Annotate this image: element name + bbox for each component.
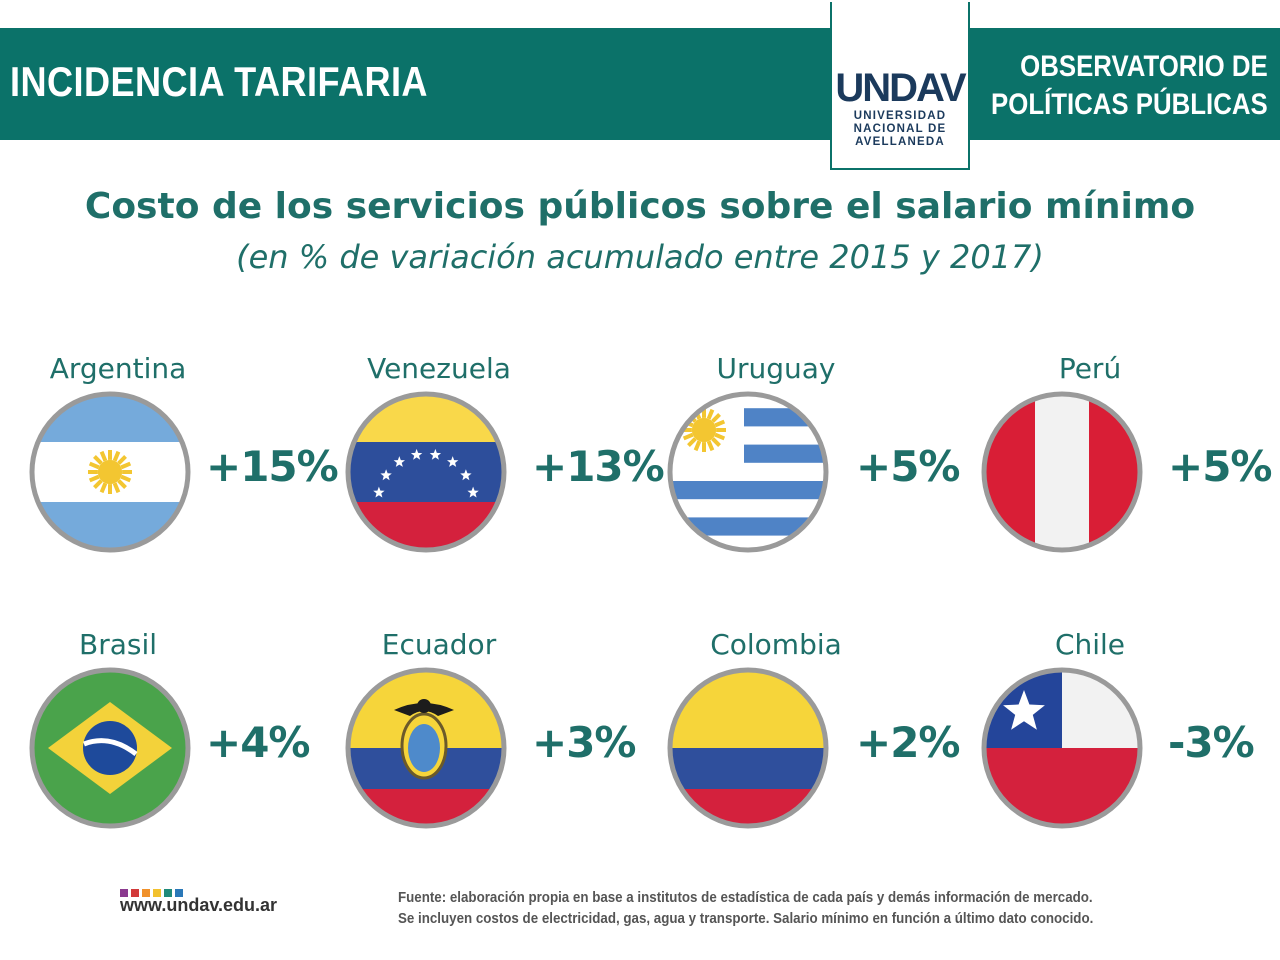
venezuela-flag-icon (344, 390, 508, 554)
logo-sub-line-2: NACIONAL DE (853, 123, 947, 135)
section-title: INCIDENCIA TARIFARIA (10, 58, 428, 105)
country-cell: Uruguay +5% (666, 352, 986, 582)
observatory-line-1: OBSERVATORIO DE (1020, 50, 1268, 83)
country-cell: Ecuador +3% (344, 628, 664, 858)
brand-dot (164, 889, 172, 897)
value-label: +5% (1168, 442, 1272, 491)
observatory-line-2: POLÍTICAS PÚBLICAS (991, 88, 1268, 121)
brand-dot (142, 889, 150, 897)
country-cell: Colombia +2% (666, 628, 986, 858)
source-note: Fuente: elaboración propia en base a ins… (398, 888, 1093, 930)
brand-dot (153, 889, 161, 897)
undav-logo: UNDAV UNIVERSIDAD NACIONAL DE AVELLANEDA (830, 2, 970, 170)
source-line-2: Se incluyen costos de electricidad, gas,… (398, 911, 1094, 927)
source-line-1: Fuente: elaboración propia en base a ins… (398, 890, 1093, 906)
website-url: www.undav.edu.ar (120, 895, 278, 915)
peru-flag-icon (980, 390, 1144, 554)
chile-flag-icon (980, 666, 1144, 830)
value-label: +15% (206, 442, 339, 491)
value-label: -3% (1168, 718, 1255, 767)
ecuador-flag-icon (344, 666, 508, 830)
logo-subtitle: UNIVERSIDAD NACIONAL DE AVELLANEDA (832, 110, 968, 149)
country-label: Uruguay (716, 352, 836, 385)
logo-sub-line-1: UNIVERSIDAD (853, 110, 947, 122)
brand-dot (175, 889, 183, 897)
country-cell: Perú +5% (980, 352, 1280, 582)
value-label: +13% (532, 442, 665, 491)
chart-subtitle: (en % de variación acumulado entre 2015 … (236, 238, 1044, 276)
country-label: Venezuela (367, 352, 511, 385)
country-label: Chile (1054, 628, 1126, 661)
argentina-flag-icon (28, 390, 192, 554)
country-cell: Argentina +15% (28, 352, 348, 582)
brazil-flag-icon (28, 666, 192, 830)
country-label: Colombia (710, 628, 842, 661)
country-cell: Venezuela +13% (344, 352, 665, 582)
country-label: Argentina (49, 352, 187, 385)
uruguay-flag-icon (666, 390, 830, 554)
country-cell: Brasil +4% (28, 628, 348, 858)
brand-dots (120, 882, 186, 897)
country-label: Brasil (78, 628, 158, 661)
value-label: +3% (532, 718, 636, 767)
logo-word: UNDAV (835, 66, 966, 110)
brand-dot (120, 889, 128, 897)
colombia-flag-icon (666, 666, 830, 830)
brand-dot (131, 889, 139, 897)
value-label: +2% (856, 718, 960, 767)
country-label: Perú (1058, 352, 1122, 385)
chart-title: Costo de los servicios públicos sobre el… (84, 186, 1196, 227)
observatory-title: OBSERVATORIO DE POLÍTICAS PÚBLICAS (991, 48, 1268, 124)
value-label: +5% (856, 442, 960, 491)
header-bar (0, 28, 1280, 140)
country-cell: Chile -3% (980, 628, 1280, 858)
logo-sub-line-3: AVELLANEDA (855, 136, 945, 148)
value-label: +4% (206, 718, 310, 767)
country-label: Ecuador (381, 628, 497, 661)
